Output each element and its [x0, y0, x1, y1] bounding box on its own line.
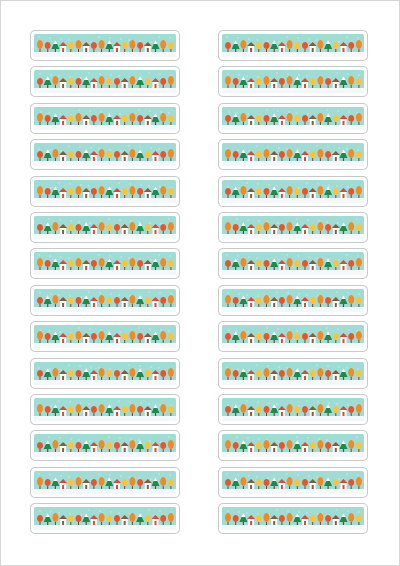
sticker-label [218, 430, 368, 462]
sticker-label [218, 284, 368, 316]
sticker-label [30, 102, 180, 134]
sticker-label [218, 321, 368, 353]
sticker-label [30, 175, 180, 207]
winter-village-illustration [34, 434, 176, 458]
winter-village-illustration [34, 470, 176, 494]
sticker-label [218, 66, 368, 98]
winter-village-illustration [34, 252, 176, 276]
winter-village-illustration [222, 507, 364, 531]
sticker-label [30, 430, 180, 462]
sticker-label [218, 357, 368, 389]
winter-village-illustration [222, 434, 364, 458]
sticker-label [30, 357, 180, 389]
sticker-label [218, 175, 368, 207]
sticker-label [218, 248, 368, 280]
winter-village-illustration [222, 470, 364, 494]
winter-village-illustration [222, 143, 364, 167]
winter-village-illustration [34, 507, 176, 531]
sticker-label [30, 66, 180, 98]
sticker-label [30, 212, 180, 243]
winter-village-illustration [222, 34, 364, 57]
winter-village-illustration [222, 288, 364, 312]
winter-village-illustration [222, 398, 364, 421]
sticker-label [30, 284, 180, 316]
winter-village-illustration [34, 325, 176, 349]
winter-village-illustration [222, 70, 364, 94]
winter-village-illustration [34, 216, 176, 239]
winter-village-illustration [222, 106, 364, 130]
winter-village-illustration [222, 179, 364, 203]
sticker-label [30, 466, 180, 498]
winter-village-illustration [34, 179, 176, 203]
sticker-label [30, 248, 180, 280]
sticker-label [218, 139, 368, 171]
sticker-label [30, 394, 180, 425]
winter-village-illustration [34, 398, 176, 421]
winter-village-illustration [34, 143, 176, 167]
winter-village-illustration [34, 106, 176, 130]
sticker-label [30, 30, 180, 61]
winter-village-illustration [34, 361, 176, 385]
sticker-label [218, 503, 368, 535]
sticker-label [30, 503, 180, 535]
sticker-label [30, 139, 180, 171]
sticker-label [218, 212, 368, 243]
winter-village-illustration [222, 252, 364, 276]
sticker-label [218, 102, 368, 134]
winter-village-illustration [222, 216, 364, 239]
winter-village-illustration [34, 288, 176, 312]
sticker-label [218, 466, 368, 498]
winter-village-illustration [34, 70, 176, 94]
sticker-label [218, 394, 368, 425]
sticker-label [218, 30, 368, 61]
winter-village-illustration [222, 361, 364, 385]
winter-village-illustration [222, 325, 364, 349]
sticker-label [30, 321, 180, 353]
winter-village-illustration [34, 34, 176, 57]
